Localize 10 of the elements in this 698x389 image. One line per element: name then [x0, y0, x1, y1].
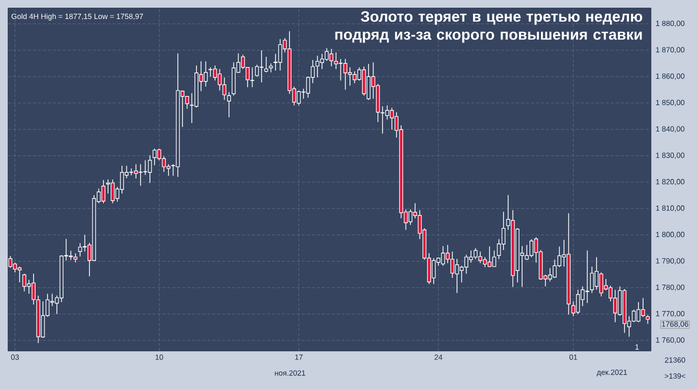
candlestick — [101, 180, 106, 204]
candlestick — [264, 56, 268, 73]
candlestick — [329, 48, 334, 67]
text: Золото теряет в цене третью неделю подряд из-за скорого повышения ставки — [335, 11, 642, 43]
candlestick — [148, 154, 152, 184]
candlestick — [222, 76, 226, 100]
candlestick — [78, 242, 82, 257]
candlestick — [250, 66, 254, 88]
candlestick — [268, 63, 273, 73]
candlestick — [227, 92, 231, 118]
